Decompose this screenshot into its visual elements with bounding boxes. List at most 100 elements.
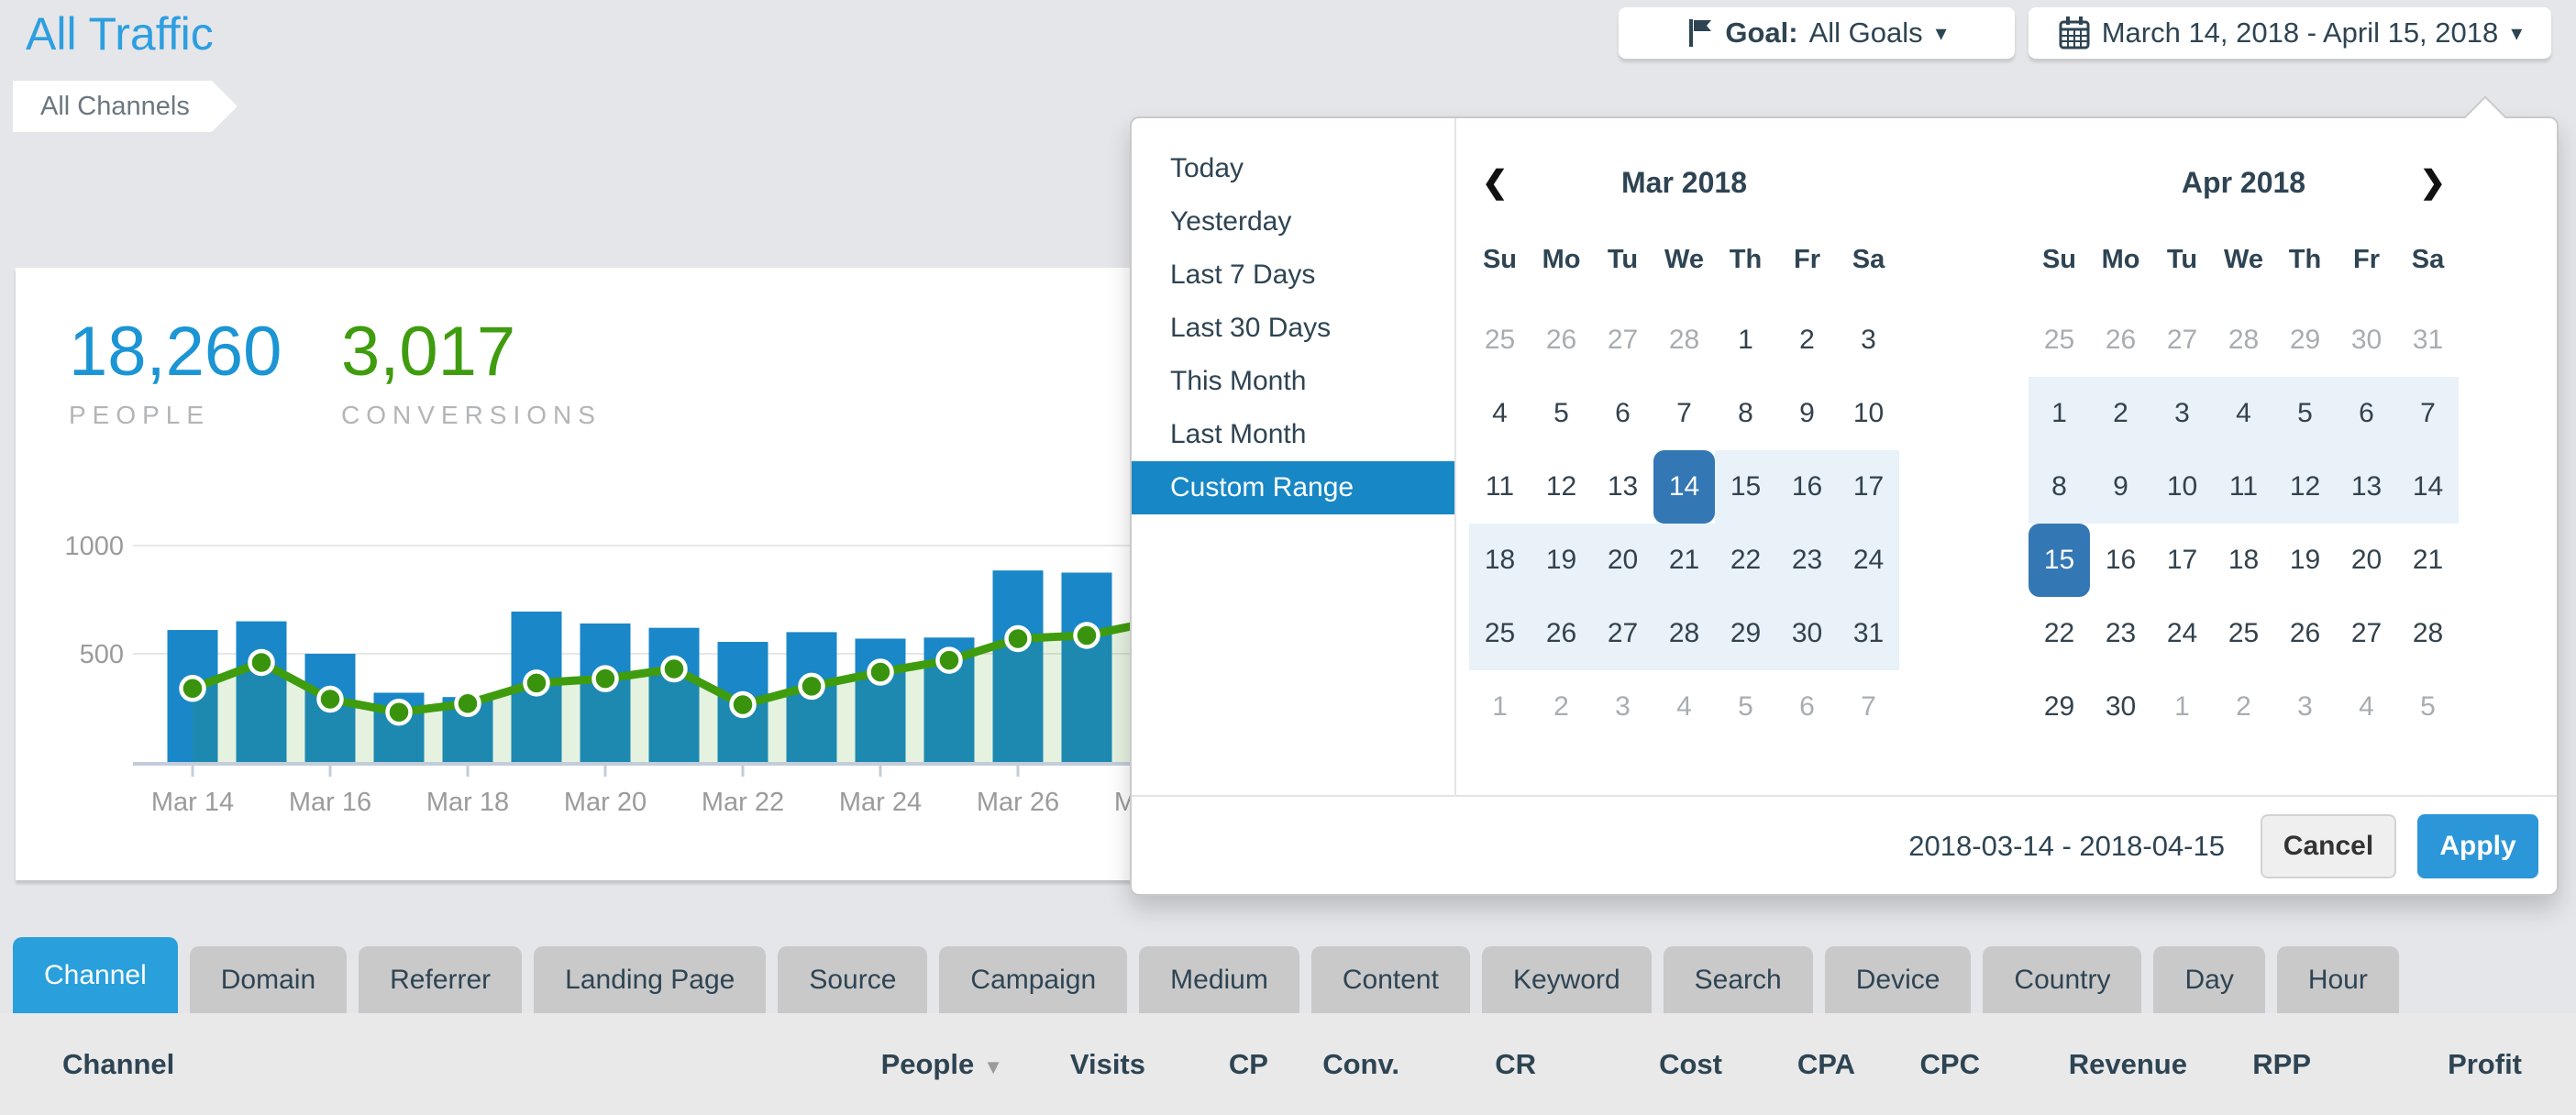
calendar-prev-icon[interactable]: ❮ xyxy=(1482,165,1509,200)
column-header-conv[interactable]: Conv. xyxy=(1322,1048,1399,1080)
day-cell[interactable]: 26 xyxy=(2105,325,2137,355)
day-cell[interactable]: 23 xyxy=(1776,524,1838,597)
day-cell[interactable]: 3 xyxy=(2151,377,2213,450)
column-header-cpa[interactable]: CPA xyxy=(1797,1048,1855,1080)
day-cell[interactable]: 19 xyxy=(2289,545,2321,575)
day-cell[interactable]: 18 xyxy=(2228,545,2260,575)
day-cell[interactable]: 28 xyxy=(1668,325,1700,355)
day-cell[interactable]: 4 xyxy=(2359,691,2374,722)
day-cell[interactable]: 6 xyxy=(1615,398,1631,428)
day-cell[interactable]: 29 xyxy=(1715,597,1776,670)
preset-item-last-month[interactable]: Last Month xyxy=(1170,419,1307,449)
column-header-people[interactable]: People ▼ xyxy=(880,1048,1003,1080)
day-cell[interactable]: 19 xyxy=(1531,524,1592,597)
day-cell[interactable]: 20 xyxy=(2350,545,2383,575)
day-cell[interactable]: 17 xyxy=(2166,545,2198,575)
day-cell[interactable]: 6 xyxy=(2336,377,2397,450)
preset-item-last-30-days[interactable]: Last 30 Days xyxy=(1170,313,1332,343)
column-header-cp[interactable]: CP xyxy=(1228,1048,1268,1080)
day-cell[interactable]: 5 xyxy=(2420,691,2436,722)
day-cell[interactable]: 16 xyxy=(2105,545,2137,575)
day-cell[interactable]: 12 xyxy=(2274,450,2336,524)
day-cell[interactable]: 25 xyxy=(2043,325,2075,355)
day-cell[interactable]: 28 xyxy=(1653,597,1715,670)
preset-item-custom-range[interactable]: Custom Range xyxy=(1132,461,1454,514)
goal-dropdown-button[interactable]: Goal: All Goals ▾ xyxy=(1619,7,2015,59)
day-cell[interactable]: 12 xyxy=(1545,471,1577,502)
day-cell[interactable]: 10 xyxy=(2151,450,2213,524)
column-header-channel[interactable]: Channel xyxy=(62,1048,175,1080)
preset-item-this-month[interactable]: This Month xyxy=(1170,366,1307,396)
day-cell[interactable]: 2 xyxy=(1799,325,1815,355)
tab-content[interactable]: Content xyxy=(1310,946,1470,1013)
column-header-cr[interactable]: CR xyxy=(1495,1048,1536,1080)
day-cell[interactable]: 21 xyxy=(1653,524,1715,597)
day-cell[interactable]: 1 xyxy=(2174,691,2190,722)
tab-country[interactable]: Country xyxy=(1983,946,2142,1013)
day-cell[interactable]: 18 xyxy=(1469,524,1531,597)
day-cell[interactable]: 2 xyxy=(2090,377,2151,450)
day-cell[interactable]: 22 xyxy=(2043,618,2075,648)
day-cell[interactable]: 8 xyxy=(2029,450,2090,524)
day-cell[interactable]: 26 xyxy=(2289,618,2321,648)
day-cell[interactable]: 25 xyxy=(1484,325,1516,355)
day-cell[interactable]: 10 xyxy=(1852,398,1885,428)
preset-item-yesterday[interactable]: Yesterday xyxy=(1170,206,1292,237)
day-cell[interactable]: 28 xyxy=(2228,325,2260,355)
day-cell[interactable]: 7 xyxy=(1676,398,1692,428)
day-cell[interactable]: 24 xyxy=(2166,618,2198,648)
tab-source[interactable]: Source xyxy=(778,946,928,1013)
day-cell[interactable]: 24 xyxy=(1838,524,1899,597)
day-cell[interactable]: 1 xyxy=(1492,691,1508,722)
day-cell[interactable]: 7 xyxy=(1861,691,1876,722)
date-range-button[interactable]: March 14, 2018 - April 15, 2018 ▾ xyxy=(2029,7,2551,59)
day-cell[interactable]: 25 xyxy=(1469,597,1531,670)
day-cell[interactable]: 7 xyxy=(2397,377,2459,450)
day-cell[interactable]: 3 xyxy=(2297,691,2313,722)
day-cell[interactable]: 21 xyxy=(2412,545,2444,575)
tab-device[interactable]: Device xyxy=(1824,946,1972,1013)
day-cell[interactable]: 9 xyxy=(2090,450,2151,524)
tab-day[interactable]: Day xyxy=(2153,946,2265,1013)
calendar-next-icon[interactable]: ❯ xyxy=(2419,165,2447,200)
day-cell[interactable]: 11 xyxy=(1485,471,1515,502)
day-cell[interactable]: 30 xyxy=(2350,325,2383,355)
tab-domain[interactable]: Domain xyxy=(189,946,348,1013)
column-header-rpp[interactable]: RPP xyxy=(2252,1048,2311,1080)
day-cell-selected[interactable]: 15 xyxy=(2029,524,2090,597)
day-cell[interactable]: 13 xyxy=(2336,450,2397,524)
day-cell[interactable]: 25 xyxy=(2228,618,2260,648)
day-cell[interactable]: 26 xyxy=(1545,325,1577,355)
day-cell[interactable]: 4 xyxy=(1492,398,1508,428)
day-cell[interactable]: 13 xyxy=(1607,471,1639,502)
tab-search[interactable]: Search xyxy=(1663,946,1813,1013)
tab-landing-page[interactable]: Landing Page xyxy=(534,946,767,1013)
day-cell[interactable]: 27 xyxy=(1592,597,1653,670)
day-cell[interactable]: 1 xyxy=(2029,377,2090,450)
day-cell[interactable]: 28 xyxy=(2412,618,2444,648)
day-cell[interactable]: 15 xyxy=(1715,450,1776,524)
day-cell[interactable]: 30 xyxy=(2105,691,2137,722)
day-cell[interactable]: 5 xyxy=(1738,691,1753,722)
day-cell[interactable]: 27 xyxy=(2166,325,2198,355)
tab-campaign[interactable]: Campaign xyxy=(939,946,1128,1013)
day-cell[interactable]: 2 xyxy=(1553,691,1569,722)
day-cell[interactable]: 16 xyxy=(1776,450,1838,524)
day-cell[interactable]: 2 xyxy=(2236,691,2251,722)
day-cell[interactable]: 30 xyxy=(1776,597,1838,670)
tab-channel[interactable]: Channel xyxy=(13,937,178,1013)
day-cell[interactable]: 31 xyxy=(2412,325,2444,355)
day-cell[interactable]: 29 xyxy=(2289,325,2321,355)
day-cell[interactable]: 4 xyxy=(2213,377,2274,450)
day-cell-selected[interactable]: 14 xyxy=(1653,450,1715,524)
day-cell[interactable]: 9 xyxy=(1799,398,1815,428)
preset-item-last-7-days[interactable]: Last 7 Days xyxy=(1170,259,1316,290)
day-cell[interactable]: 3 xyxy=(1615,691,1631,722)
day-cell[interactable]: 27 xyxy=(2350,618,2383,648)
apply-button[interactable]: Apply xyxy=(2417,814,2538,878)
day-cell[interactable]: 26 xyxy=(1531,597,1592,670)
day-cell[interactable]: 4 xyxy=(1676,691,1692,722)
day-cell[interactable]: 14 xyxy=(2397,450,2459,524)
tab-hour[interactable]: Hour xyxy=(2276,946,2399,1013)
day-cell[interactable]: 22 xyxy=(1715,524,1776,597)
